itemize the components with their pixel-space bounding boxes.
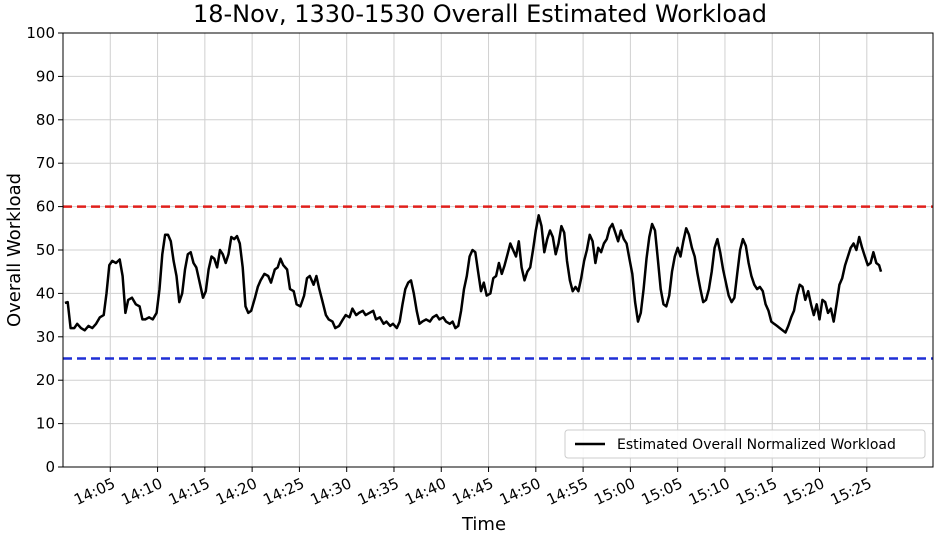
x-tick-label: 15:00	[591, 474, 638, 509]
x-axis-ticks: 14:05 14:10 14:15 14:20 14:25 14:30 14:35 14:40…	[71, 467, 874, 509]
y-tick-label: 100	[26, 24, 55, 42]
series-line	[64, 214, 883, 334]
x-tick-label: 15:05	[639, 474, 686, 509]
x-tick-label: 14:20	[213, 474, 260, 509]
legend-box	[564, 429, 926, 459]
chart-title: 18-Nov, 1330-1530 Overall Estimated Work…	[193, 0, 767, 28]
x-tick-label: 14:10	[118, 474, 165, 509]
y-tick-label: 10	[36, 415, 55, 433]
legend: Estimated Overall Normalized Workload	[564, 429, 926, 459]
x-tick-label: 15:25	[828, 474, 875, 509]
x-tick-label: 14:45	[449, 474, 496, 509]
y-tick-label: 0	[45, 458, 55, 476]
x-tick-label: 15:15	[733, 474, 780, 509]
y-tick-label: 90	[36, 67, 55, 85]
legend-label: Estimated Overall Normalized Workload	[617, 437, 896, 453]
x-tick-label: 14:15	[166, 474, 213, 509]
y-tick-label: 40	[36, 284, 55, 302]
y-tick-label: 50	[36, 241, 55, 259]
x-tick-label: 14:25	[260, 474, 307, 509]
y-tick-label: 20	[36, 371, 55, 389]
x-axis-label: Time	[461, 514, 506, 533]
y-tick-label: 60	[36, 198, 55, 216]
x-tick-label: 15:10	[686, 474, 733, 509]
x-tick-label: 14:35	[355, 474, 402, 509]
reference-lines	[63, 205, 933, 360]
x-tick-label: 14:30	[308, 474, 355, 509]
x-tick-label: 14:55	[544, 474, 591, 509]
y-axis-ticks: 0 10 20 30 40 50 60 70 80 90 100	[26, 24, 63, 476]
y-tick-label: 70	[36, 154, 55, 172]
x-tick-label: 14:40	[402, 474, 449, 509]
grid	[63, 32, 933, 468]
x-tick-label: 14:05	[71, 474, 118, 509]
y-tick-label: 80	[36, 111, 55, 129]
y-tick-label: 30	[36, 328, 55, 346]
x-tick-label: 15:20	[780, 474, 827, 509]
y-axis-label: Overall Workload	[4, 173, 25, 327]
series-layer	[64, 214, 883, 334]
x-tick-label: 14:50	[497, 474, 544, 509]
